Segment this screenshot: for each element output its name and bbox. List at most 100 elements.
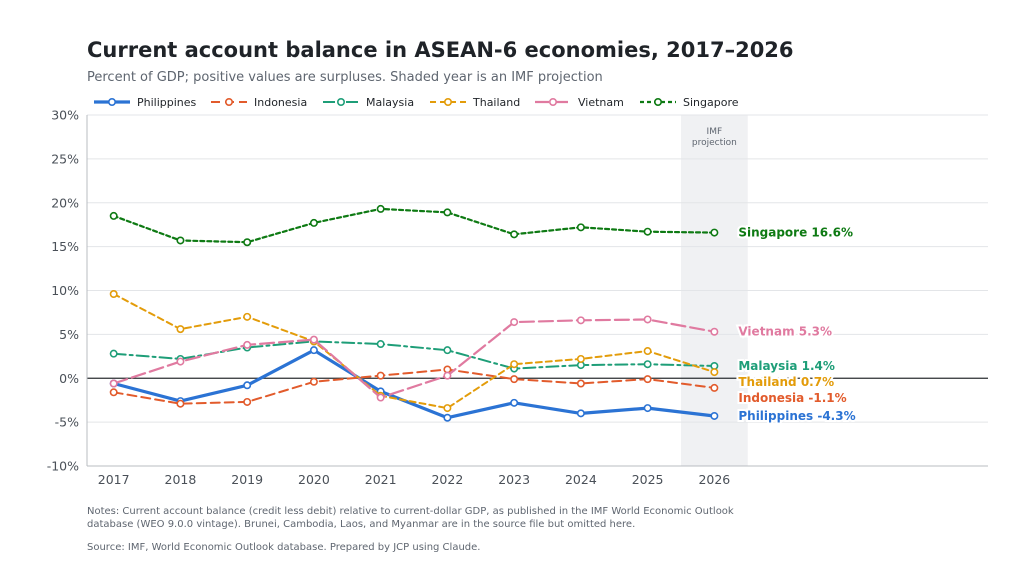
- x-tick-label: 2022: [431, 472, 463, 487]
- x-tick-label: 2021: [365, 472, 397, 487]
- data-point-philippines: [710, 411, 719, 420]
- legend-label: Thailand: [472, 96, 520, 109]
- end-labels: Singapore 16.6% Vietnam 5.3% Malaysia 1.4%…: [736, 224, 857, 425]
- end-label-singapore: Singapore 16.6%: [738, 226, 853, 240]
- y-tick-label: -10%: [47, 459, 79, 474]
- data-point-thailand: [710, 368, 719, 377]
- data-point-vietnam: [576, 316, 585, 325]
- data-point-indonesia: [243, 397, 252, 406]
- data-point-indonesia: [710, 383, 719, 392]
- legend-marker: [548, 98, 557, 107]
- x-tick-label: 2023: [498, 472, 530, 487]
- data-point-singapore: [643, 227, 652, 236]
- data-point-philippines: [643, 404, 652, 413]
- data-point-thailand: [510, 360, 519, 369]
- y-tick-label: 20%: [51, 195, 79, 210]
- data-point-indonesia: [376, 371, 385, 380]
- series-line-philippines: [112, 348, 717, 420]
- data-point-philippines: [576, 409, 585, 418]
- legend-label: Singapore: [683, 96, 739, 109]
- chart-notes: Notes: Current account balance (credit l…: [87, 506, 734, 530]
- series-line-thailand: [112, 293, 716, 410]
- data-point-vietnam: [643, 315, 652, 324]
- projection-label: projection: [692, 138, 737, 148]
- end-label-indonesia: Indonesia -1.1%: [738, 391, 846, 405]
- data-point-vietnam: [710, 327, 719, 336]
- series-line-singapore: [112, 207, 716, 244]
- end-label-thailand: Thailand 0.7%: [738, 375, 834, 389]
- data-point-vietnam: [376, 393, 385, 402]
- data-point-vietnam: [109, 379, 118, 388]
- data-point-indonesia: [643, 375, 652, 384]
- projection-label: IMF: [707, 127, 723, 137]
- data-point-singapore: [243, 238, 252, 247]
- data-point-singapore: [443, 208, 452, 217]
- x-tick-label: 2017: [98, 472, 130, 487]
- data-point-thailand: [643, 347, 652, 356]
- data-point-singapore: [176, 236, 185, 245]
- axes: -10% -5% 0% 5% 10% 15% 20% 25% 30% 2017 2018 2019 20…: [47, 108, 988, 487]
- data-point-thailand: [109, 290, 118, 299]
- data-point-malaysia: [443, 346, 452, 355]
- legend: Philippines Indonesia Malaysia Thailand Viet…: [94, 96, 739, 109]
- data-point-vietnam: [510, 318, 519, 327]
- end-label-philippines: Philippines -4.3%: [738, 409, 855, 423]
- data-point-thailand: [243, 312, 252, 321]
- data-point-singapore: [710, 228, 719, 237]
- data-point-indonesia: [176, 399, 185, 408]
- legend-marker: [336, 98, 345, 107]
- data-point-indonesia: [109, 388, 118, 397]
- x-tick-label: 2026: [698, 472, 730, 487]
- data-point-singapore: [576, 223, 585, 232]
- legend-marker: [225, 98, 234, 107]
- data-point-philippines: [243, 381, 252, 390]
- data-point-indonesia: [510, 375, 519, 384]
- data-point-vietnam: [309, 335, 318, 344]
- data-point-malaysia: [376, 340, 385, 349]
- y-tick-label: -5%: [55, 415, 79, 430]
- legend-marker: [653, 98, 662, 107]
- y-tick-label: 25%: [51, 151, 79, 166]
- legend-label: Philippines: [137, 96, 197, 109]
- x-tick-label: 2025: [632, 472, 664, 487]
- data-point-vietnam: [443, 371, 452, 380]
- series-line-vietnam: [112, 318, 716, 399]
- data-point-philippines: [443, 413, 452, 422]
- data-point-vietnam: [243, 340, 252, 349]
- data-point-thailand: [443, 404, 452, 413]
- data-point-philippines: [309, 346, 318, 355]
- legend-marker: [108, 98, 117, 107]
- y-tick-label: 5%: [59, 327, 79, 342]
- y-tick-label: 10%: [51, 283, 79, 298]
- y-tick-label: 30%: [51, 108, 79, 123]
- x-tick-label: 2018: [165, 472, 197, 487]
- data-point-malaysia: [109, 349, 118, 358]
- x-tick-label: 2020: [298, 472, 330, 487]
- data-point-singapore: [376, 204, 385, 213]
- data-point-singapore: [109, 211, 118, 220]
- data-point-singapore: [510, 230, 519, 239]
- legend-label: Indonesia: [254, 96, 307, 109]
- data-point-philippines: [510, 398, 519, 407]
- data-point-malaysia: [643, 360, 652, 369]
- y-tick-label: 0%: [59, 371, 79, 386]
- end-label-malaysia: Malaysia 1.4%: [738, 359, 835, 373]
- chart-title: Current account balance in ASEAN-6 econo…: [87, 38, 794, 62]
- series-line-indonesia: [112, 368, 716, 405]
- chart-source: Source: IMF, World Economic Outlook data…: [87, 542, 481, 553]
- x-tick-label: 2019: [231, 472, 263, 487]
- end-label-vietnam: Vietnam 5.3%: [738, 325, 832, 339]
- legend-label: Vietnam: [578, 96, 624, 109]
- series-lines: [109, 204, 719, 422]
- data-point-indonesia: [309, 377, 318, 386]
- chart-subtitle: Percent of GDP; positive values are surp…: [87, 70, 603, 85]
- data-point-singapore: [309, 218, 318, 227]
- x-tick-label: 2024: [565, 472, 597, 487]
- data-point-thailand: [176, 325, 185, 334]
- y-tick-label: 15%: [51, 239, 79, 254]
- data-point-vietnam: [176, 357, 185, 366]
- legend-marker: [443, 98, 452, 107]
- legend-label: Malaysia: [366, 96, 414, 109]
- data-point-indonesia: [576, 379, 585, 388]
